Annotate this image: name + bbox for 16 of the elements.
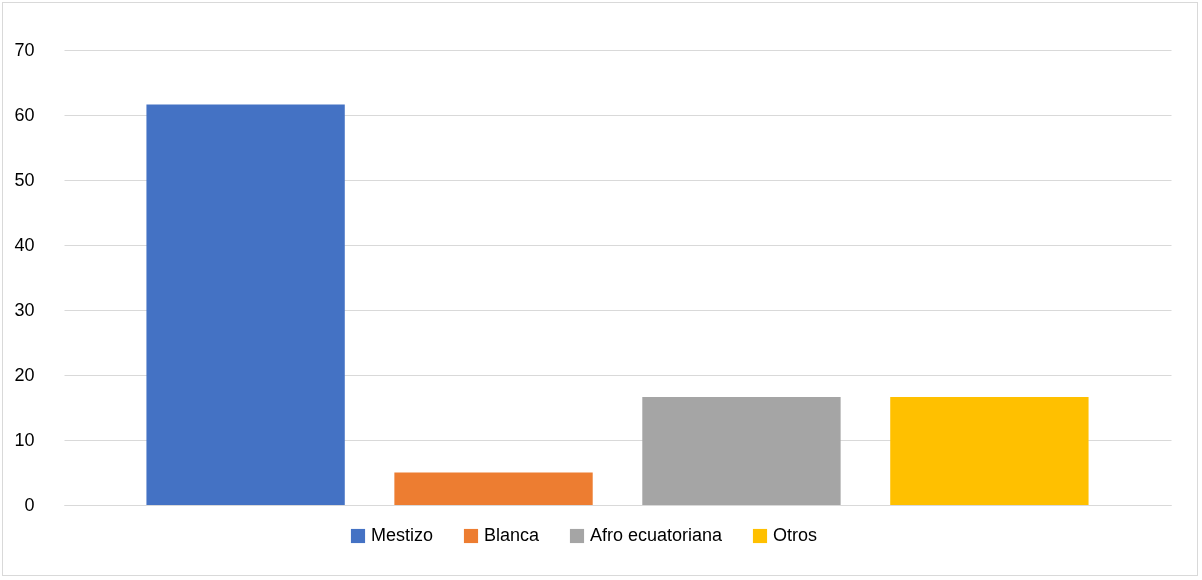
bar — [394, 472, 593, 505]
y-tick-label: 0 — [24, 494, 35, 515]
y-tick-label: 20 — [14, 364, 35, 385]
y-tick-label: 60 — [14, 104, 35, 125]
bar — [890, 397, 1089, 505]
y-tick-label: 10 — [14, 429, 35, 450]
bar — [146, 104, 345, 505]
y-tick-label: 30 — [14, 299, 35, 320]
bar — [642, 397, 841, 505]
y-tick-label: 50 — [14, 169, 35, 190]
y-tick-label: 70 — [14, 39, 35, 60]
legend-label: Afro ecuatoriana — [590, 525, 724, 545]
legend-label: Blanca — [484, 525, 541, 545]
y-tick-label: 40 — [14, 234, 35, 255]
legend-label: Mestizo — [371, 525, 434, 545]
legend-label: Otros — [773, 525, 818, 545]
